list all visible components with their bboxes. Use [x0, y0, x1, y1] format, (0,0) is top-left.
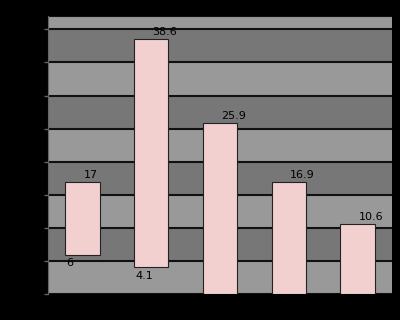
Text: 16.9: 16.9: [290, 170, 315, 180]
Text: 38.6: 38.6: [152, 27, 177, 36]
Bar: [272, 182, 306, 294]
Bar: [340, 224, 375, 294]
Bar: [48, 16, 392, 29]
Bar: [48, 29, 392, 62]
Bar: [203, 123, 237, 294]
Bar: [48, 129, 392, 162]
Bar: [48, 261, 392, 294]
Bar: [65, 182, 100, 255]
Bar: [48, 162, 392, 195]
Text: 10.6: 10.6: [359, 212, 384, 222]
Text: 17: 17: [84, 170, 98, 180]
Bar: [48, 195, 392, 228]
Text: 25.9: 25.9: [221, 111, 246, 121]
Bar: [48, 62, 392, 96]
Text: 6: 6: [66, 258, 74, 268]
Bar: [48, 96, 392, 129]
Bar: [48, 228, 392, 261]
Text: 4.1: 4.1: [135, 270, 153, 281]
Bar: [134, 38, 168, 267]
